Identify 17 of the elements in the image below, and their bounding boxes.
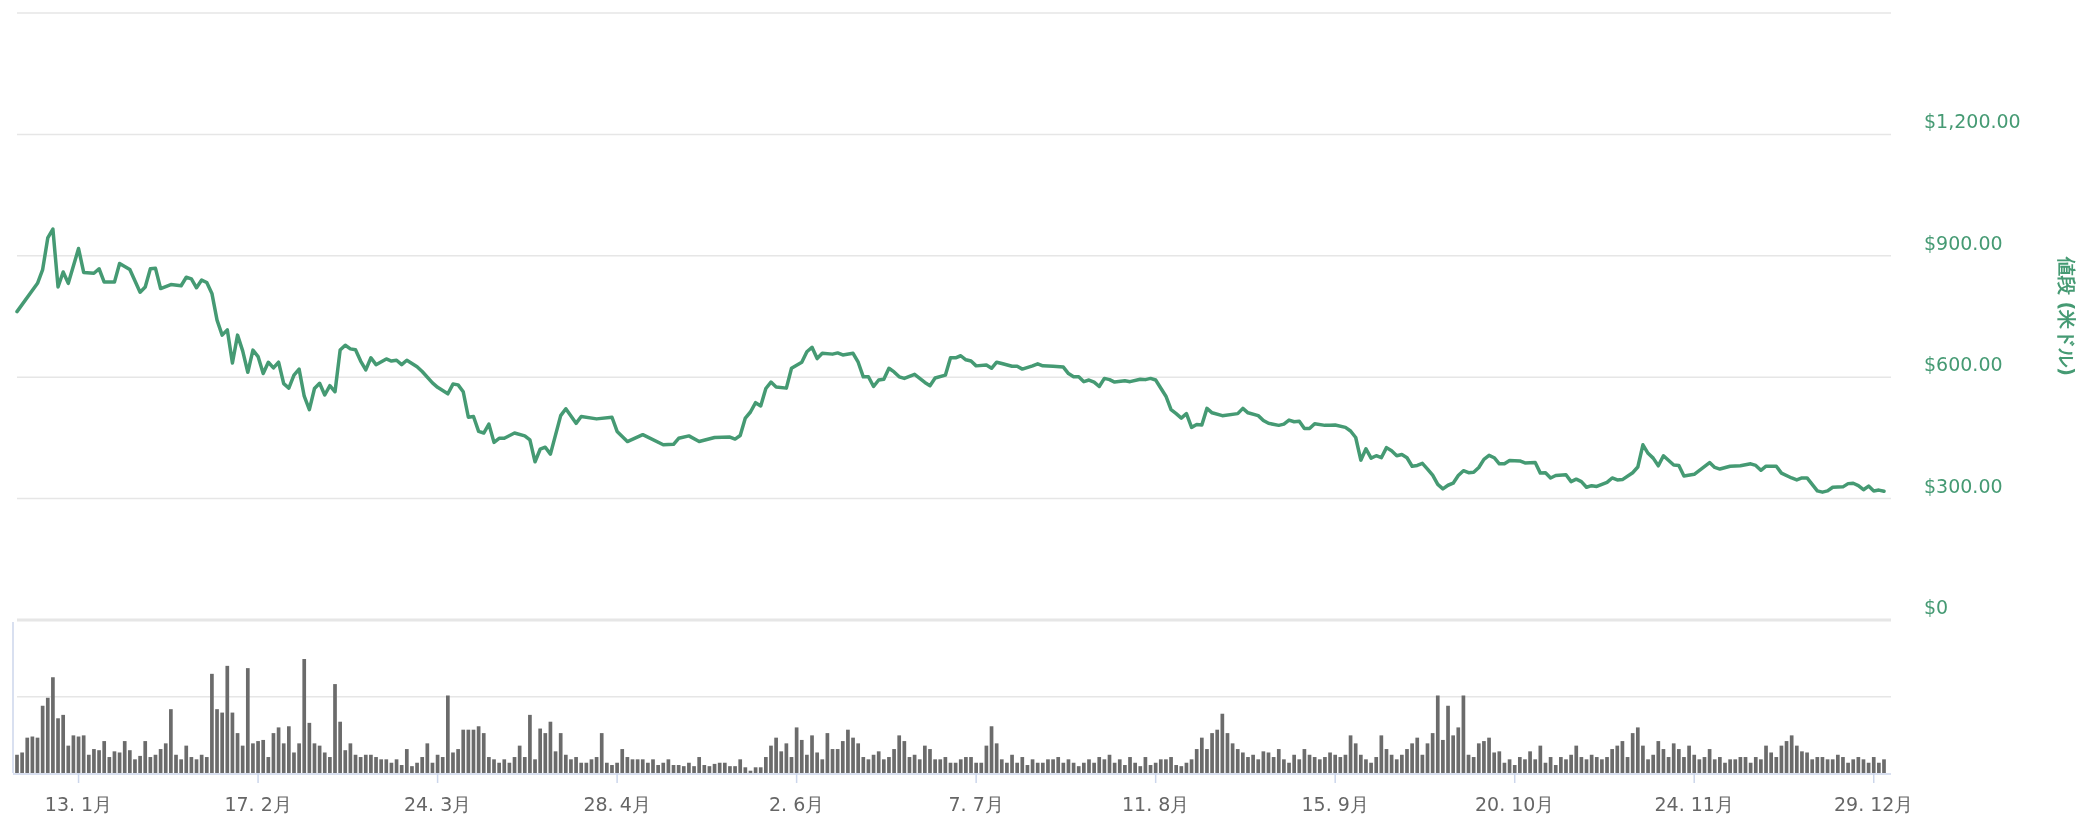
x-tick-label: 15. 9月 [1301,793,1369,815]
x-tick-label: 13. 1月 [44,793,113,815]
x-tick-label: 11. 8月 [1121,793,1190,815]
y-tick-label: $0 [1924,596,1949,618]
y-tick-label: $600.00 [1924,353,2003,376]
y-tick-label: $900.00 [1924,231,2003,254]
x-tick-label: 24. 3月 [403,793,472,815]
y-axis-title: 値段 (米ドル) [2056,256,2078,376]
x-tick-label: 24. 11月 [1654,793,1734,815]
x-tick-label: 7. 7月 [948,793,1004,815]
x-tick-label: 29. 12月 [1834,793,1914,815]
x-tick-label: 20. 10月 [1474,793,1555,815]
x-tick-label: 17. 2月 [224,793,292,815]
x-tick-label: 28. 4月 [583,793,651,815]
x-tick-label: 2. 6月 [768,793,825,815]
y-tick-label: $300.00 [1924,474,2003,497]
y-tick-label: $1,200.00 [1924,110,2021,133]
